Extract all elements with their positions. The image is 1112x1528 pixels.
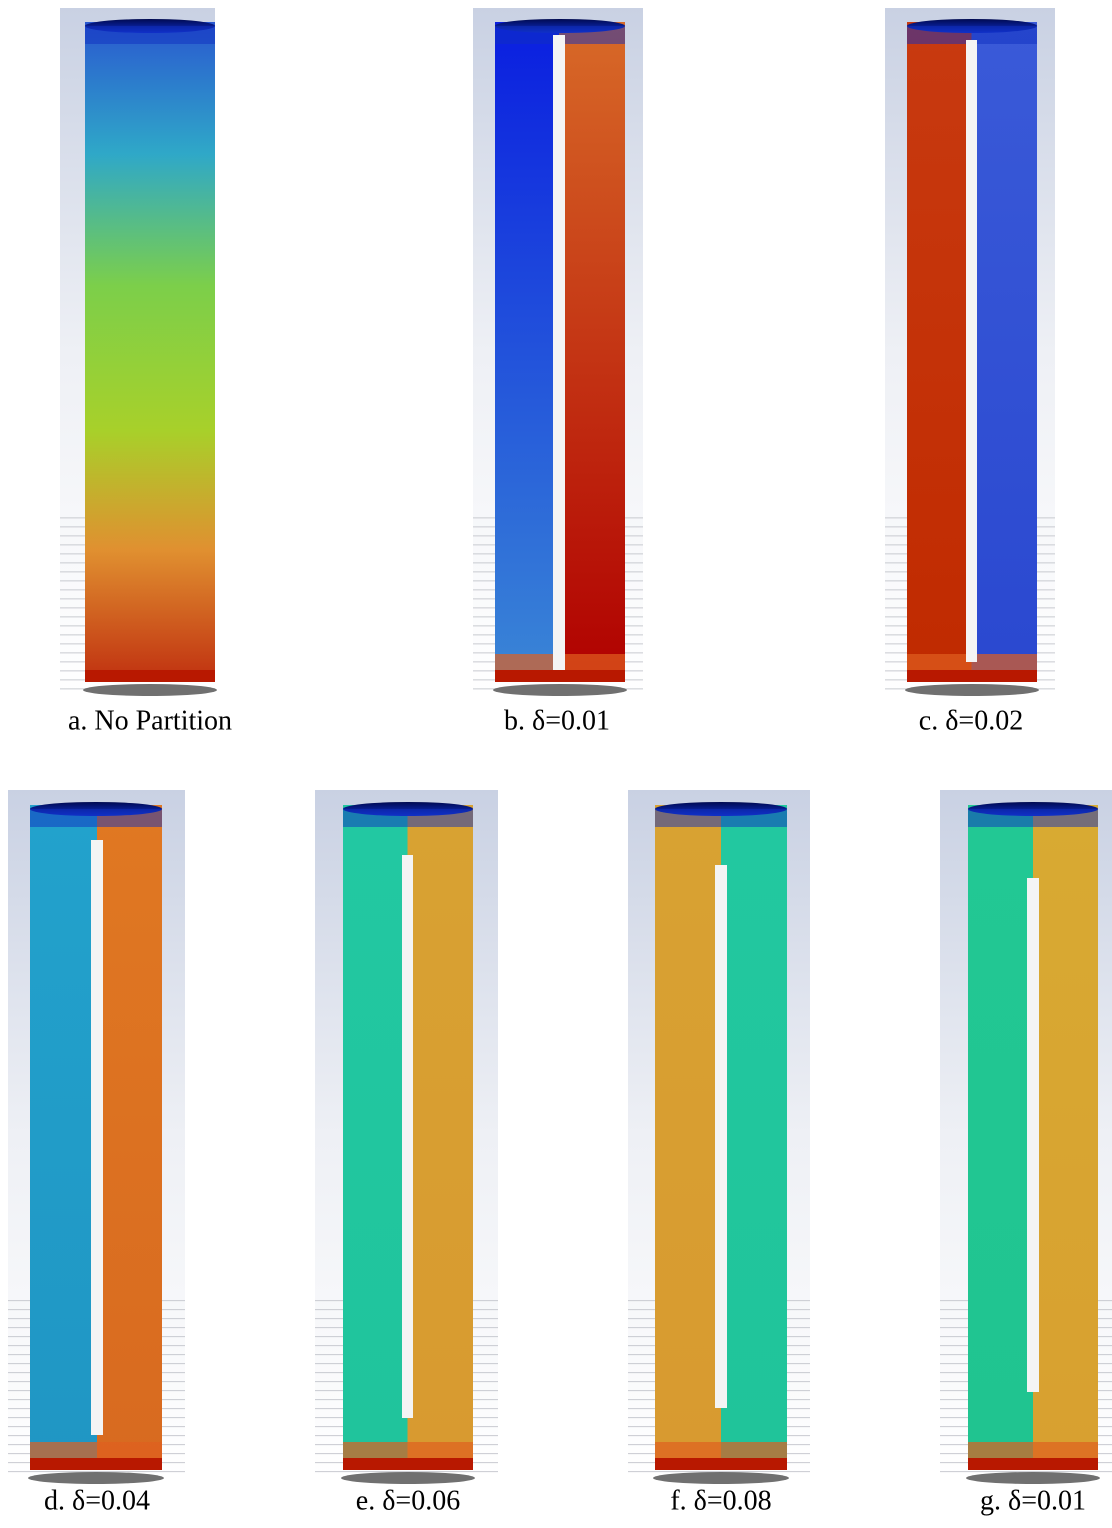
caption: f. δ=0.08 bbox=[670, 1485, 771, 1516]
shadow bbox=[966, 1472, 1100, 1484]
top-fade bbox=[30, 809, 162, 827]
caption: g. δ=0.01 bbox=[980, 1485, 1086, 1516]
cylinder bbox=[85, 22, 215, 682]
partition bbox=[402, 855, 413, 1418]
top-fade bbox=[85, 26, 215, 44]
caption: e. δ=0.06 bbox=[356, 1485, 460, 1516]
panel bbox=[628, 790, 810, 1484]
top-fade bbox=[968, 809, 1098, 827]
panel bbox=[60, 8, 217, 697]
partition bbox=[715, 865, 727, 1408]
top-fade bbox=[655, 809, 787, 827]
cylinder-left bbox=[343, 805, 408, 1470]
bottom-cap bbox=[907, 670, 1037, 682]
cylinder-right bbox=[559, 22, 625, 682]
caption: d. δ=0.04 bbox=[44, 1485, 150, 1516]
page: a. No Partition b. δ=0.01 c. δ=0.02 d. δ=0.… bbox=[0, 0, 1112, 1528]
partition bbox=[1027, 878, 1039, 1392]
bottom-cap bbox=[85, 670, 215, 682]
cylinder-left bbox=[30, 805, 97, 1470]
bottom-band bbox=[30, 1442, 162, 1460]
shadow bbox=[653, 1472, 789, 1484]
bottom-band bbox=[343, 1442, 473, 1460]
shadow bbox=[341, 1472, 475, 1484]
caption: c. δ=0.02 bbox=[919, 705, 1023, 736]
bottom-band bbox=[655, 1442, 787, 1460]
partition bbox=[966, 40, 977, 662]
cylinder-right bbox=[1033, 805, 1098, 1470]
panel bbox=[473, 8, 643, 697]
cylinder-right bbox=[972, 22, 1038, 682]
shadow bbox=[83, 684, 217, 696]
bottom-cap bbox=[343, 1458, 473, 1470]
cylinder-right bbox=[408, 805, 474, 1470]
partition bbox=[91, 840, 103, 1435]
caption: a. No Partition bbox=[68, 705, 232, 736]
bottom-cap bbox=[30, 1458, 162, 1470]
top-fade bbox=[343, 809, 473, 827]
figure: a. No Partition b. δ=0.01 c. δ=0.02 d. δ=0.… bbox=[0, 0, 1112, 1528]
cylinder-left bbox=[968, 805, 1033, 1470]
cylinder-right bbox=[97, 805, 162, 1470]
panel bbox=[940, 790, 1112, 1484]
panel bbox=[885, 8, 1055, 697]
shadow bbox=[493, 684, 627, 696]
cylinder-right bbox=[721, 805, 787, 1470]
shadow bbox=[28, 1472, 164, 1484]
panel bbox=[8, 790, 185, 1484]
bottom-band bbox=[968, 1442, 1098, 1460]
panel bbox=[315, 790, 498, 1484]
bottom-cap bbox=[655, 1458, 787, 1470]
cylinder-left bbox=[655, 805, 721, 1470]
bottom-cap bbox=[968, 1458, 1098, 1470]
cylinder-left bbox=[907, 22, 972, 682]
cylinder-left bbox=[495, 22, 559, 682]
shadow bbox=[905, 684, 1039, 696]
bottom-cap bbox=[495, 670, 625, 682]
caption: b. δ=0.01 bbox=[504, 705, 610, 736]
partition bbox=[553, 35, 565, 670]
